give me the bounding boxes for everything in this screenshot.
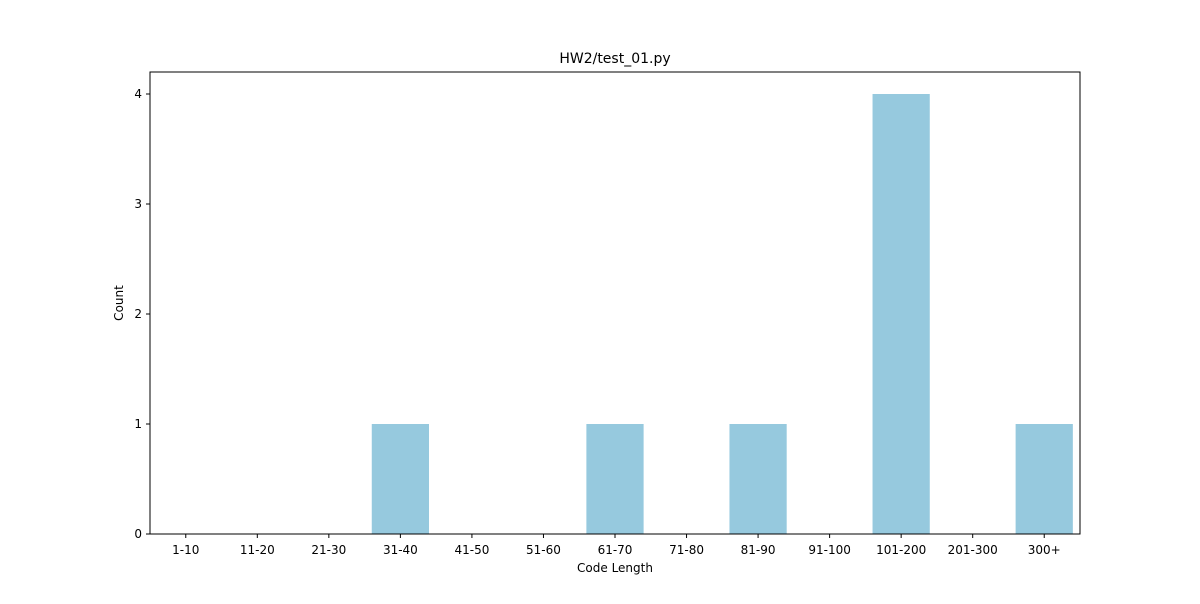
bar-81-90 [729,424,787,534]
chart-title: HW2/test_01.py [559,51,670,67]
bar-101-200 [872,94,930,534]
y-tick-label: 0 [134,527,142,541]
x-tick-label: 31-40 [383,543,418,557]
y-tick-label: 4 [134,87,142,101]
bar-61-70 [586,424,644,534]
x-tick-label: 51-60 [526,543,561,557]
y-tick-label: 3 [134,197,142,211]
x-tick-label: 91-100 [808,543,851,557]
y-axis-ticks: 0 1 2 3 4 [134,87,150,541]
x-tick-label: 21-30 [311,543,346,557]
x-tick-label: 41-50 [454,543,489,557]
bars-group [371,94,1073,534]
x-tick-label: 61-70 [598,543,633,557]
x-tick-label: 1-10 [172,543,199,557]
x-tick-label: 81-90 [741,543,776,557]
x-tick-label: 11-20 [240,543,275,557]
x-tick-label: 101-200 [876,543,926,557]
plot-frame [149,71,1081,535]
x-axis-ticks: 1-10 11-20 21-30 31-40 41-50 51-60 61-70 71-80 8… [172,534,1061,557]
x-tick-label: 201-300 [948,543,998,557]
x-tick-label: 71-80 [669,543,704,557]
bar-31-40 [371,424,429,534]
bar-300+ [1015,424,1073,534]
y-tick-label: 1 [134,417,142,431]
y-tick-label: 2 [134,307,142,321]
x-tick-label: 300+ [1028,543,1061,557]
y-axis-label: Count [112,285,126,321]
x-axis-label: Code Length [577,561,653,575]
